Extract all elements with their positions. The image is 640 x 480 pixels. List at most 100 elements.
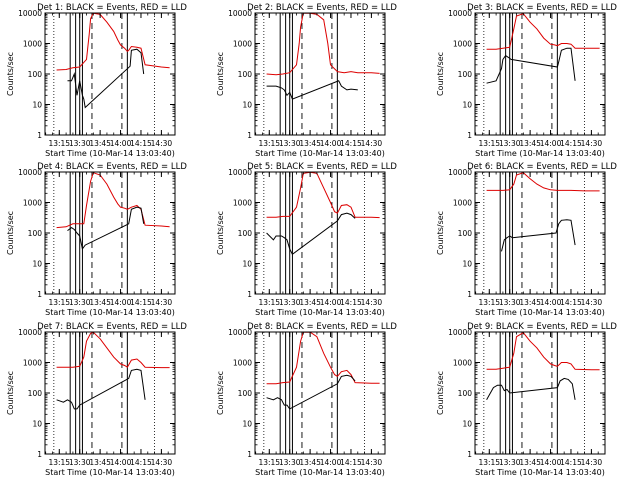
- det-7-x-tick-label: 14:00: [110, 458, 132, 467]
- det-5-y-tick-label: 100: [238, 229, 253, 238]
- det-1-x-axis-label: Start Time (10-Mar-14 13:03:40): [45, 149, 175, 158]
- det-7-y-axis-label: Counts/sec: [6, 371, 15, 415]
- det-4-y-tick-label: 1: [37, 290, 42, 299]
- det-3-title: Det 3: BLACK = Events, RED = LLD: [467, 3, 617, 13]
- det-1-panel: 1 10 100 1000 10000 13:1513:3013:4514:0014:15…: [6, 3, 187, 158]
- det-3-x-axis-label: Start Time (10-Mar-14 13:03:40): [475, 149, 605, 158]
- det-4-x-tick-label: 13:15: [48, 298, 70, 307]
- det-9-y-tick-label: 1: [467, 450, 472, 459]
- det-8-x-axis-label: Start Time (10-Mar-14 13:03:40): [255, 468, 385, 477]
- det-4-events-series: [67, 206, 145, 251]
- det-6-lld-series: [486, 172, 600, 192]
- det-8-y-tick-label: 10: [242, 420, 252, 429]
- det-3-x-tick-label: 14:00: [540, 139, 562, 148]
- det-8-x-tick-label: 14:00: [320, 458, 342, 467]
- det-1-x-tick-label: 14:15: [130, 139, 152, 148]
- det-6-y-axis-label: Counts/sec: [436, 211, 445, 255]
- det-2-y-tick-label: 1: [247, 131, 252, 140]
- det-5-title: Det 5: BLACK = Events, RED = LLD: [247, 162, 397, 172]
- det-9-panel: 1 10 100 1000 10000 13:1513:3013:4514:0014:15…: [436, 322, 617, 477]
- det-4-x-tick-label: 14:15: [130, 298, 152, 307]
- det-3-x-tick-label: 13:15: [478, 139, 500, 148]
- det-2-y-tick-label: 10000: [228, 9, 252, 18]
- det-1-x-tick-label: 14:00: [110, 139, 132, 148]
- det-7-y-tick-label: 1000: [23, 359, 42, 368]
- det-8-lld-series: [266, 332, 380, 385]
- det-3-y-tick-label: 10000: [448, 9, 472, 18]
- det-4-x-tick-label: 13:45: [89, 298, 111, 307]
- det-7-x-tick-label: 13:30: [69, 458, 91, 467]
- det-4-x-tick-label: 13:30: [69, 298, 91, 307]
- det-3-y-axis-label: Counts/sec: [436, 52, 445, 96]
- det-7-y-tick-label: 10000: [18, 328, 42, 337]
- det-1-y-tick-label: 10: [32, 101, 42, 110]
- det-1-lld-series: [56, 13, 170, 71]
- det-9-y-tick-label: 10: [462, 420, 472, 429]
- det-9-lld-series: [486, 332, 600, 371]
- det-5-x-tick-label: 14:00: [320, 298, 342, 307]
- det-8-x-tick-label: 14:30: [361, 458, 383, 467]
- det-7-x-tick-label: 13:15: [48, 458, 70, 467]
- det-2-x-axis-label: Start Time (10-Mar-14 13:03:40): [255, 149, 385, 158]
- det-5-lld-series: [266, 172, 380, 219]
- det-3-x-tick-label: 14:30: [581, 139, 603, 148]
- det-4-x-tick-label: 14:00: [110, 298, 132, 307]
- det-3-x-tick-label: 13:30: [499, 139, 521, 148]
- det-1-events-series: [67, 48, 145, 109]
- det-3-y-tick-label: 10: [462, 101, 472, 110]
- det-9-x-tick-label: 14:15: [560, 458, 582, 467]
- det-6-y-tick-label: 10: [462, 260, 472, 269]
- det-1-y-axis-label: Counts/sec: [6, 52, 15, 96]
- det-9-x-tick-label: 13:15: [478, 458, 500, 467]
- det-1-y-tick-label: 1: [37, 131, 42, 140]
- det-6-x-tick-label: 13:30: [499, 298, 521, 307]
- det-8-y-tick-label: 100: [238, 389, 253, 398]
- det-5-y-tick-label: 1000: [233, 199, 252, 208]
- det-4-y-tick-label: 10000: [18, 168, 42, 177]
- det-4-y-axis-label: Counts/sec: [6, 211, 15, 255]
- det-1-title: Det 1: BLACK = Events, RED = LLD: [37, 3, 187, 13]
- det-6-y-tick-label: 1000: [453, 199, 472, 208]
- det-8-y-tick-label: 1: [247, 450, 252, 459]
- det-8-panel: 1 10 100 1000 10000 13:1513:3013:4514:0014:15…: [216, 322, 397, 477]
- det-2-x-tick-label: 14:15: [340, 139, 362, 148]
- det-5-x-tick-label: 14:15: [340, 298, 362, 307]
- det-5-x-tick-label: 13:30: [279, 298, 301, 307]
- det-7-x-tick-label: 14:30: [151, 458, 173, 467]
- det-8-y-axis-label: Counts/sec: [216, 371, 225, 415]
- det-1-x-tick-label: 14:30: [151, 139, 173, 148]
- det-8-events-series: [266, 374, 356, 410]
- det-8-y-tick-label: 1000: [233, 359, 252, 368]
- det-6-x-tick-label: 13:45: [519, 298, 541, 307]
- det-3-x-tick-label: 13:45: [519, 139, 541, 148]
- det-7-title: Det 7: BLACK = Events, RED = LLD: [37, 322, 187, 332]
- det-3-y-tick-label: 100: [458, 70, 473, 79]
- det-2-panel: 1 10 100 1000 10000 13:1513:3013:4514:0014:15…: [216, 3, 397, 158]
- det-1-x-tick-label: 13:45: [89, 139, 111, 148]
- det-6-y-tick-label: 10000: [448, 168, 472, 177]
- det-3-panel: 1 10 100 1000 10000 13:1513:3013:4514:0014:15…: [436, 3, 617, 158]
- det-8-title: Det 8: BLACK = Events, RED = LLD: [247, 322, 397, 332]
- det-8-y-tick-label: 10000: [228, 328, 252, 337]
- det-3-y-tick-label: 1: [467, 131, 472, 140]
- det-4-y-tick-label: 10: [32, 260, 42, 269]
- det-5-x-tick-label: 13:15: [258, 298, 280, 307]
- det-9-y-tick-label: 100: [458, 389, 473, 398]
- det-6-x-axis-label: Start Time (10-Mar-14 13:03:40): [475, 308, 605, 317]
- det-2-y-tick-label: 1000: [233, 40, 252, 49]
- det-5-y-tick-label: 10000: [228, 168, 252, 177]
- det-9-events-series: [486, 377, 576, 401]
- det-7-x-tick-label: 14:15: [130, 458, 152, 467]
- det-9-x-axis-label: Start Time (10-Mar-14 13:03:40): [475, 468, 605, 477]
- det-9-x-tick-label: 14:00: [540, 458, 562, 467]
- det-2-events-series: [266, 80, 358, 100]
- det-7-y-tick-label: 100: [28, 389, 43, 398]
- det-6-y-tick-label: 100: [458, 229, 473, 238]
- det-9-x-tick-label: 13:30: [499, 458, 521, 467]
- det-2-x-tick-label: 14:30: [361, 139, 383, 148]
- det-5-x-tick-label: 13:45: [299, 298, 321, 307]
- det-2-lld-series: [266, 13, 380, 76]
- det-3-y-tick-label: 1000: [453, 40, 472, 49]
